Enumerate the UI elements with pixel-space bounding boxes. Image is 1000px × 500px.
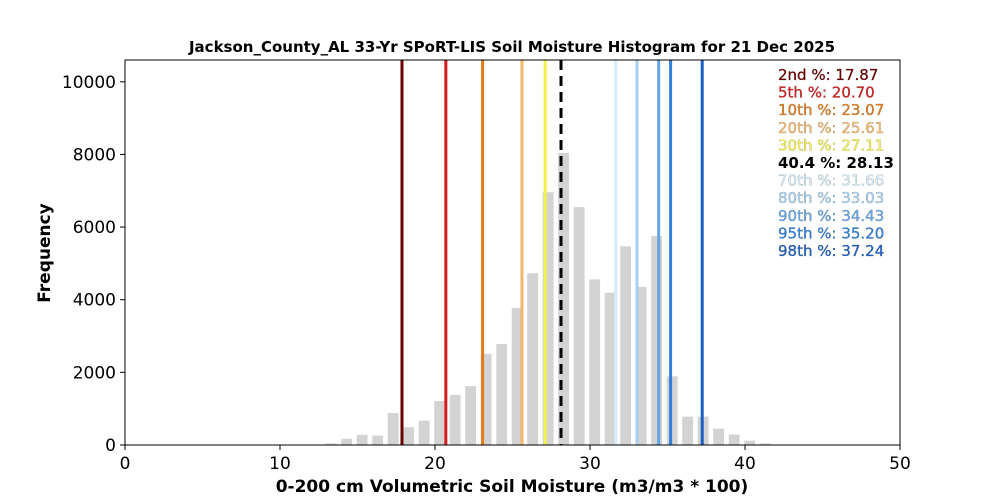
- y-tick-label: 0: [105, 436, 116, 456]
- percentile-label: 10th %: 23.07: [778, 101, 884, 119]
- percentile-label: 5th %: 20.70: [778, 84, 875, 102]
- histogram-bar: [449, 394, 461, 445]
- y-tick-label: 6000: [73, 218, 116, 238]
- x-tick-label: 0: [120, 454, 131, 474]
- x-axis-ticks: 0 10 20 30 40 50: [120, 445, 911, 474]
- histogram-bar: [666, 376, 678, 445]
- histogram-bar: [620, 246, 632, 445]
- percentile-label: 40.4 %: 28.13: [778, 154, 894, 172]
- x-tick-label: 40: [734, 454, 756, 474]
- histogram-bar: [728, 434, 740, 445]
- histogram-bar: [558, 152, 570, 445]
- histogram-bar: [387, 413, 399, 445]
- percentile-lines: [400, 60, 704, 445]
- histogram-bar: [542, 192, 554, 445]
- x-tick-label: 30: [579, 454, 601, 474]
- x-tick-label: 50: [889, 454, 911, 474]
- y-tick-label: 2000: [73, 363, 116, 383]
- percentile-label: 95th %: 35.20: [778, 224, 884, 242]
- y-tick-label: 10000: [62, 73, 116, 93]
- histogram-bar: [651, 236, 663, 445]
- histogram-bar: [759, 443, 771, 445]
- histogram-bar: [356, 434, 368, 445]
- percentile-label: 30th %: 27.11: [778, 136, 884, 154]
- histogram-bar: [325, 443, 337, 445]
- percentile-label: 70th %: 31.66: [778, 172, 884, 190]
- histogram-bar: [480, 353, 492, 445]
- histogram-bar: [744, 440, 756, 445]
- x-axis-label: 0-200 cm Volumetric Soil Moisture (m3/m3…: [276, 477, 749, 497]
- x-tick-label: 10: [269, 454, 291, 474]
- histogram-bars: [325, 152, 771, 445]
- histogram-bar: [496, 344, 508, 445]
- y-axis-ticks: 0 2000 4000 6000 8000 10000: [62, 73, 125, 456]
- histogram-bar: [682, 416, 694, 445]
- percentile-label: 80th %: 33.03: [778, 189, 884, 207]
- histogram-bar: [403, 427, 415, 445]
- chart-title: Jackson_County_AL 33-Yr SPoRT-LIS Soil M…: [188, 38, 835, 56]
- y-tick-label: 4000: [73, 291, 116, 311]
- plot-frame: [124, 59, 901, 446]
- histogram-bar: [573, 207, 585, 445]
- histogram-bar: [465, 386, 477, 445]
- histogram-bar: [604, 292, 616, 445]
- percentile-label: 20th %: 25.61: [778, 119, 884, 137]
- histogram-bar: [341, 438, 353, 445]
- y-tick-label: 8000: [73, 145, 116, 165]
- histogram-bar: [527, 273, 539, 445]
- histogram-bar: [713, 428, 725, 445]
- histogram-bar: [511, 308, 523, 445]
- histogram-bar: [418, 420, 430, 445]
- histogram-bar: [372, 435, 384, 445]
- histogram-bar: [635, 287, 647, 445]
- percentile-label: 98th %: 37.24: [778, 242, 884, 260]
- histogram-bar: [589, 279, 601, 445]
- x-tick-label: 20: [424, 454, 446, 474]
- percentile-label: 2nd %: 17.87: [778, 66, 878, 84]
- histogram-bar: [434, 401, 446, 445]
- y-axis-label: Frequency: [35, 203, 55, 303]
- percentile-label: 90th %: 34.43: [778, 207, 884, 225]
